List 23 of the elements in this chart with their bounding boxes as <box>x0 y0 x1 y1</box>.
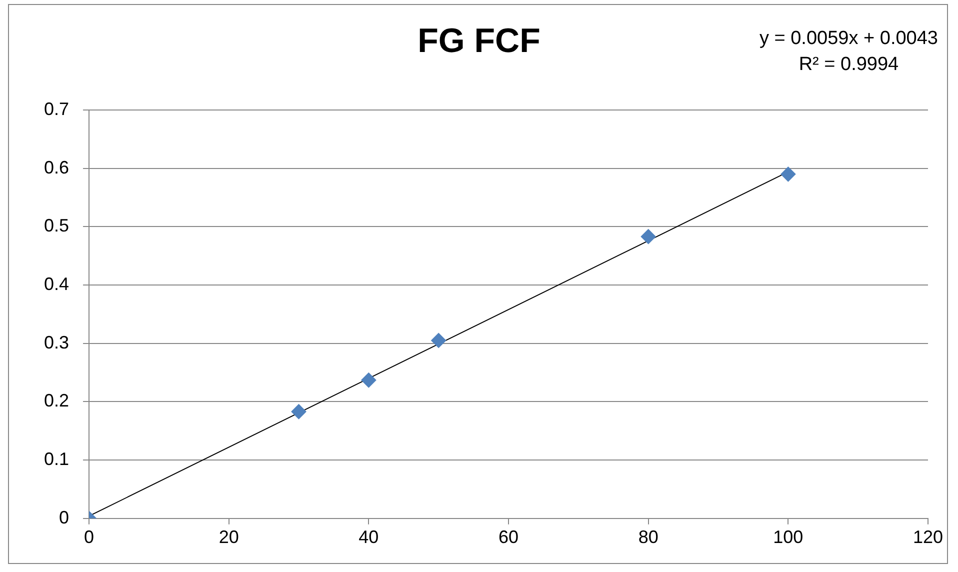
point <box>291 404 306 420</box>
point <box>640 229 656 244</box>
x-tick-label: 100 <box>773 527 804 548</box>
y-tick-label: 0.1 <box>44 449 70 470</box>
y-tick-label: 0.2 <box>44 390 70 411</box>
y-tick-label: 0 <box>59 507 70 528</box>
point <box>431 332 446 348</box>
point <box>780 166 796 182</box>
point <box>361 372 376 388</box>
x-tick-label: 40 <box>358 527 379 548</box>
text: R² = 0.9994 <box>798 53 900 77</box>
y-tick-label: 0.4 <box>44 274 70 294</box>
y-tick-label: 0.6 <box>44 157 70 178</box>
y-tick-label: 0.7 <box>44 98 70 119</box>
x-tick-label: 80 <box>638 527 658 548</box>
chart-title: FG FCF <box>418 22 540 60</box>
y-tick-label: 0.3 <box>44 332 70 352</box>
x-tick-label: 0 <box>84 527 94 548</box>
x-tick-label: 20 <box>218 527 239 548</box>
text: y = 0.0059x + 0.0043 <box>759 27 938 51</box>
x-tick-label: 60 <box>498 527 519 548</box>
x-tick-label: 120 <box>912 527 944 548</box>
y-tick-label: 0.5 <box>44 216 70 236</box>
